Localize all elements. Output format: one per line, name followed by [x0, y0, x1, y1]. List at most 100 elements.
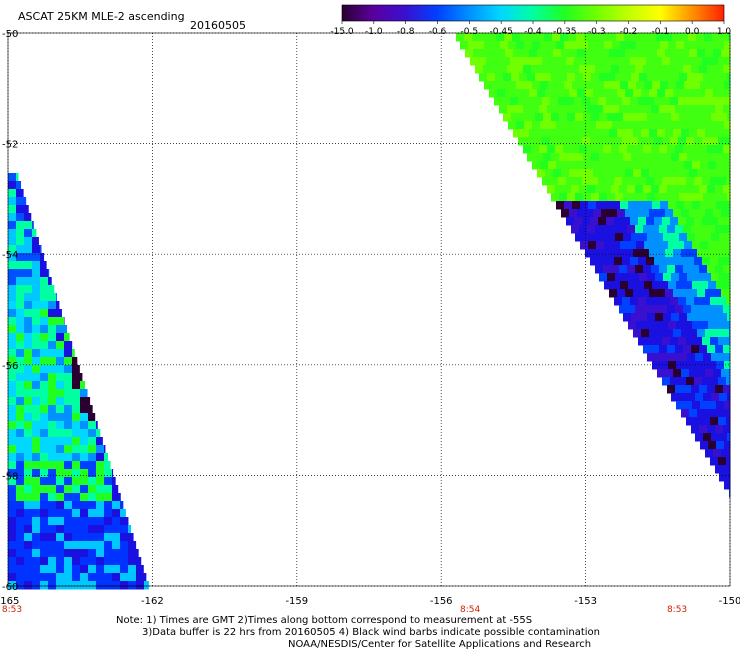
- swath-cell: [723, 225, 731, 234]
- swath-cell: [56, 429, 65, 438]
- swath-cell: [32, 437, 41, 446]
- swath-cell: [535, 113, 544, 122]
- swath-cell: [694, 417, 703, 426]
- swath-cell: [8, 501, 17, 510]
- swath-cell: [652, 81, 661, 90]
- swath-cell: [679, 113, 688, 122]
- swath-cell: [32, 349, 41, 358]
- swath-cell: [657, 49, 666, 58]
- swath-cell: [652, 361, 661, 370]
- swath-cell: [56, 509, 65, 518]
- swath-cell: [604, 161, 613, 170]
- swath-cell: [72, 381, 81, 390]
- swath-cell: [72, 549, 81, 558]
- swath-cell: [48, 541, 57, 550]
- swath-cell: [595, 265, 604, 274]
- y-tick-label: -50: [2, 29, 18, 40]
- swath-cell: [652, 201, 661, 210]
- time-label: 8:53: [667, 605, 687, 615]
- swath-cell: [104, 541, 113, 550]
- swath-cell: [558, 97, 567, 106]
- swath-cell: [695, 193, 704, 202]
- swath-cell: [16, 285, 25, 294]
- swath-cell: [577, 129, 586, 138]
- swath-cell: [40, 533, 49, 542]
- swath-cell: [104, 469, 113, 478]
- swath-cell: [659, 145, 668, 154]
- swath-cell: [8, 365, 17, 374]
- swath-cell: [696, 33, 705, 42]
- swath-cell: [692, 241, 701, 250]
- swath-cell: [623, 313, 632, 322]
- swath-cell: [553, 89, 562, 98]
- swath-cell: [88, 477, 97, 486]
- swath-cell: [643, 185, 652, 194]
- swath-cell: [648, 33, 657, 42]
- swath-cell: [32, 565, 41, 574]
- swath-cell: [16, 365, 25, 374]
- swath-cell: [128, 565, 137, 574]
- swath-cell: [727, 73, 731, 82]
- swath-cell: [64, 533, 73, 542]
- swath-cell: [16, 381, 25, 390]
- swath-cell: [716, 121, 725, 130]
- swath-cell: [558, 57, 567, 66]
- swath-cell: [542, 177, 551, 186]
- chart-title: ASCAT 25KM MLE-2 ascending: [18, 10, 185, 23]
- swath-cell: [16, 453, 25, 462]
- swath-cell: [691, 145, 700, 154]
- swath-cell: [647, 273, 656, 282]
- swath-cell: [601, 209, 610, 218]
- swath-cell: [638, 337, 647, 346]
- swath-cell: [694, 257, 703, 266]
- swath-cell: [16, 181, 22, 190]
- swath-cell: [16, 245, 25, 254]
- swath-cell: [112, 525, 121, 534]
- swath-cell: [584, 33, 593, 42]
- swath-cell: [500, 41, 509, 50]
- swath-cell: [649, 129, 658, 138]
- swath-cell: [673, 169, 682, 178]
- swath-cell: [24, 229, 33, 238]
- swath-cell: [724, 41, 731, 50]
- footer-note-line1: Note: 1) Times are GMT 2)Times along bot…: [116, 615, 533, 626]
- swath-cell: [564, 161, 573, 170]
- swath-cell: [678, 57, 687, 66]
- swath-cell: [713, 89, 722, 98]
- colorbar-label: -0.2: [620, 27, 638, 37]
- swath-cell: [88, 557, 97, 566]
- swath-cell: [24, 557, 33, 566]
- swath-cell: [687, 113, 696, 122]
- swath-cell: [32, 397, 41, 406]
- swath-cell: [577, 89, 586, 98]
- swath-cell: [32, 469, 41, 478]
- swath-cell: [716, 241, 725, 250]
- swath-cell: [492, 41, 501, 50]
- swath-cell: [622, 57, 631, 66]
- swath-cell: [8, 325, 17, 334]
- swath-cell: [24, 341, 33, 350]
- y-tick-label: -54: [2, 250, 18, 261]
- swath-cell: [80, 501, 89, 510]
- swath-cell: [24, 349, 33, 358]
- swath-cell: [507, 105, 516, 114]
- swath-cell: [718, 417, 727, 426]
- swath-cell: [625, 169, 634, 178]
- swath-cell: [24, 525, 33, 534]
- swath-heatmap: [8, 33, 731, 590]
- swath-cell: [96, 541, 105, 550]
- swath-cell: [56, 541, 65, 550]
- swath-cell: [711, 193, 720, 202]
- swath-cell: [670, 297, 679, 306]
- swath-cell: [24, 485, 33, 494]
- swath-cell: [628, 241, 637, 250]
- swath-cell: [120, 501, 124, 510]
- swath-cell: [710, 377, 719, 386]
- swath-cell: [8, 261, 17, 270]
- swath-cell: [40, 525, 49, 534]
- swath-cell: [8, 173, 17, 182]
- swath-cell: [558, 177, 567, 186]
- swath-cell: [687, 73, 696, 82]
- swath-cell: [8, 213, 17, 222]
- swath-cell: [689, 49, 698, 58]
